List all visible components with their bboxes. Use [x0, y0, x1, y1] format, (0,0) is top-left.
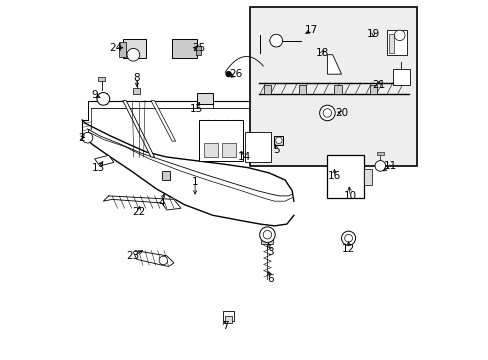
- Text: 6: 6: [267, 274, 274, 284]
- Text: 26: 26: [228, 69, 242, 79]
- Circle shape: [127, 48, 140, 61]
- Bar: [221, 143, 235, 157]
- Bar: [327, 155, 364, 198]
- Text: 19: 19: [366, 28, 379, 39]
- Text: 23: 23: [126, 251, 140, 261]
- Circle shape: [225, 71, 231, 77]
- Bar: [376, 152, 383, 155]
- Bar: [197, 93, 212, 104]
- Bar: [364, 170, 371, 185]
- Text: 10: 10: [343, 191, 356, 201]
- Text: 14: 14: [237, 152, 251, 162]
- Text: 8: 8: [133, 73, 140, 83]
- Bar: [386, 30, 406, 55]
- Circle shape: [259, 227, 275, 242]
- Polygon shape: [151, 100, 175, 141]
- Bar: [198, 120, 242, 161]
- Text: 13: 13: [91, 163, 104, 173]
- Bar: [261, 237, 273, 243]
- Bar: [244, 132, 270, 162]
- Circle shape: [344, 234, 352, 242]
- Text: 15: 15: [190, 104, 203, 114]
- Text: 4: 4: [158, 198, 164, 208]
- Text: 11: 11: [384, 161, 397, 171]
- Bar: [392, 69, 409, 85]
- Circle shape: [82, 132, 93, 143]
- Circle shape: [275, 137, 282, 144]
- Text: 17: 17: [305, 25, 318, 35]
- Bar: [119, 42, 125, 57]
- Polygon shape: [133, 251, 174, 266]
- Bar: [249, 7, 417, 166]
- Polygon shape: [122, 100, 154, 157]
- Text: 22: 22: [132, 207, 145, 217]
- Text: 25: 25: [192, 43, 205, 53]
- Text: 21: 21: [371, 80, 385, 90]
- Text: 2: 2: [78, 133, 84, 143]
- Text: 18: 18: [315, 48, 328, 58]
- Circle shape: [97, 93, 109, 105]
- Circle shape: [341, 231, 355, 245]
- Polygon shape: [94, 155, 114, 166]
- Circle shape: [269, 34, 282, 47]
- Bar: [224, 316, 232, 323]
- Bar: [203, 143, 218, 157]
- Circle shape: [394, 30, 404, 41]
- Bar: [264, 85, 270, 94]
- Polygon shape: [327, 55, 341, 74]
- Bar: [369, 85, 376, 94]
- Text: 3: 3: [267, 247, 274, 257]
- Bar: [172, 39, 197, 58]
- Text: 24: 24: [109, 43, 122, 53]
- Text: 16: 16: [327, 171, 341, 181]
- Bar: [195, 46, 201, 55]
- Bar: [274, 136, 283, 145]
- Text: 20: 20: [334, 108, 347, 118]
- Text: 9: 9: [91, 90, 98, 100]
- Polygon shape: [103, 196, 181, 210]
- Bar: [388, 33, 394, 53]
- Bar: [122, 39, 145, 58]
- Circle shape: [374, 161, 385, 171]
- Circle shape: [263, 230, 271, 239]
- Bar: [334, 85, 341, 94]
- Text: 1: 1: [191, 177, 198, 187]
- Circle shape: [319, 105, 334, 121]
- Bar: [98, 77, 105, 81]
- Bar: [299, 85, 305, 94]
- Text: 5: 5: [272, 145, 279, 155]
- Circle shape: [159, 256, 167, 265]
- Text: 7: 7: [222, 321, 228, 332]
- Text: 12: 12: [341, 244, 354, 254]
- Circle shape: [323, 109, 331, 117]
- Bar: [223, 311, 233, 321]
- Bar: [133, 88, 140, 94]
- Bar: [161, 171, 170, 180]
